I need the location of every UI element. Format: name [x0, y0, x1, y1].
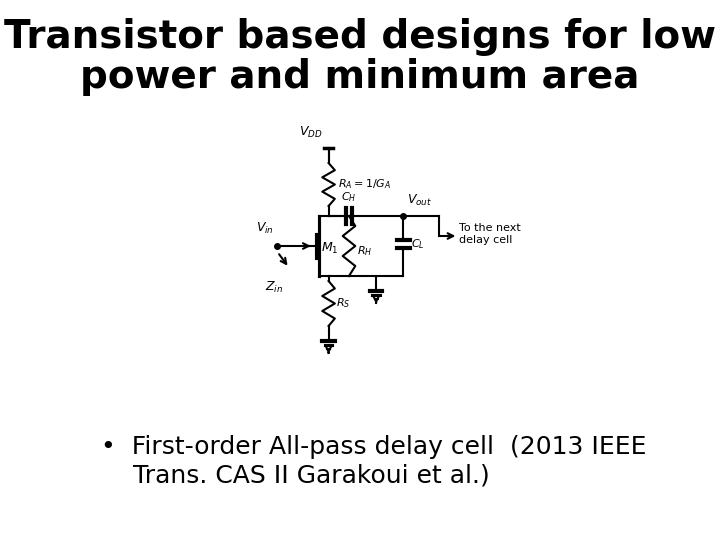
Text: $V_{out}$: $V_{out}$ [408, 193, 432, 208]
Text: delay cell: delay cell [459, 235, 513, 245]
Text: $C_H$: $C_H$ [341, 190, 356, 204]
Text: Trans. CAS II Garakoui et al.): Trans. CAS II Garakoui et al.) [101, 463, 490, 487]
Text: $V_{DD}$: $V_{DD}$ [299, 125, 323, 140]
Text: $Z_{in}$: $Z_{in}$ [265, 280, 284, 295]
Text: $R_S$: $R_S$ [336, 296, 351, 310]
Text: power and minimum area: power and minimum area [81, 58, 639, 96]
Text: •  First-order All-pass delay cell  (2013 IEEE: • First-order All-pass delay cell (2013 … [101, 435, 646, 459]
Text: $V_{in}$: $V_{in}$ [256, 221, 274, 236]
Text: To the next: To the next [459, 223, 521, 233]
Text: $R_A=1/G_A$: $R_A=1/G_A$ [338, 178, 391, 191]
Text: Transistor based designs for low: Transistor based designs for low [4, 18, 716, 56]
Text: $M_1$: $M_1$ [320, 240, 338, 255]
Text: $R_H$: $R_H$ [357, 244, 372, 258]
Text: $C_L$: $C_L$ [411, 237, 425, 251]
